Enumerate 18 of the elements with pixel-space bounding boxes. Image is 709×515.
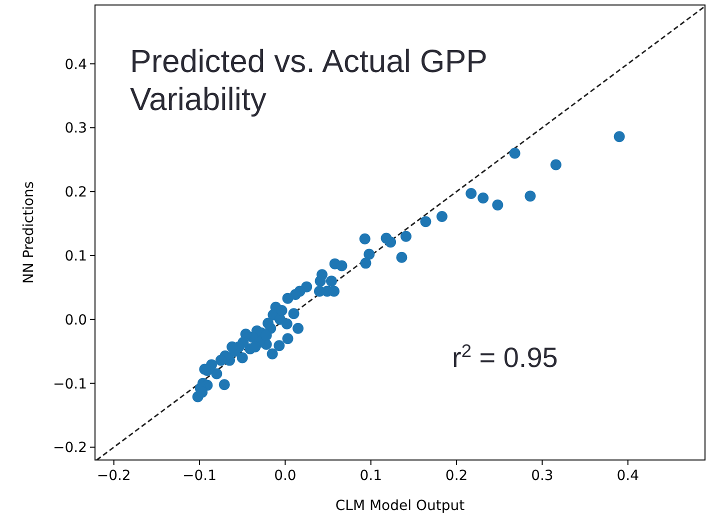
text: Predicted vs. Actual GPP Variability [130, 43, 488, 117]
y-axis-title: NN Predictions [21, 181, 37, 284]
y-tick-label: 0.1 [64, 248, 87, 265]
x-tick-label: 0.2 [445, 468, 468, 484]
y-tick-label: 0.0 [64, 312, 87, 328]
y-tick-label: 0.2 [64, 184, 87, 201]
y-tick-label: 0.3 [64, 120, 87, 137]
x-tick-label: 0.3 [531, 468, 554, 484]
y-tick-label: −0.2 [53, 440, 87, 456]
y-tick-label: 0.4 [64, 56, 88, 73]
x-tick-label: 0.4 [616, 468, 640, 484]
annotation: r$^{2}$ = 0.95 [452, 341, 558, 373]
y-tick-label: −0.1 [53, 376, 87, 392]
x-tick-label: −0.1 [182, 468, 217, 484]
x-axis-title: CLM Model Output [335, 498, 466, 514]
x-tick-label: 0.1 [360, 468, 382, 484]
x-tick-label: −0.2 [96, 468, 131, 484]
x-tick-label: 0.0 [274, 468, 296, 484]
